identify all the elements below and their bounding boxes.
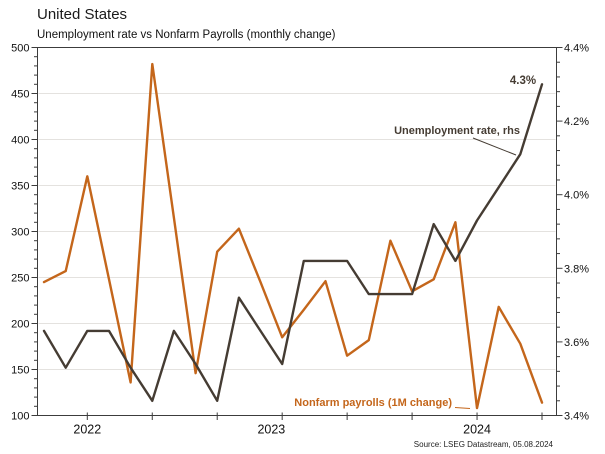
- gridlines: [38, 93, 556, 370]
- y-axis-tick-label-right: 3.8%: [564, 263, 589, 275]
- y-axis-tick-label-left: 400: [11, 135, 29, 147]
- y-axis-tick-label-right: 4.0%: [564, 190, 589, 202]
- y-axis-tick-label-left: 200: [11, 319, 29, 331]
- chart-subtitle: Unemployment rate vs Nonfarm Payrolls (m…: [37, 29, 336, 41]
- y-axis-tick-label-left: 100: [11, 411, 29, 423]
- unemployment-label-leader-line: [472, 137, 517, 156]
- y-axis-ticks-right: [556, 47, 563, 416]
- y-axis-ticks-left: [31, 47, 38, 416]
- x-axis-year-label: 2024: [463, 423, 491, 437]
- y-axis-tick-label-right: 4.4%: [564, 43, 589, 55]
- page-title: United States: [37, 6, 127, 23]
- last-value-annotation: 4.3%: [510, 75, 536, 87]
- nonfarm-series-label: Nonfarm payrolls (1M change): [294, 397, 452, 409]
- x-axis-year-label: 2023: [257, 423, 285, 437]
- x-axis-year-label: 2022: [73, 423, 101, 437]
- y-axis-tick-label-left: 300: [11, 227, 29, 239]
- unemployment-series-label: Unemployment rate, rhs: [394, 125, 520, 137]
- y-axis-labels-left: 500 450 400 350 300 250 200 150 100: [11, 43, 29, 423]
- y-axis-labels-right: 4.4% 4.2% 4.0% 3.8% 3.6% 3.4%: [564, 43, 589, 423]
- y-axis-tick-label-right: 3.4%: [564, 411, 589, 423]
- y-axis-tick-label-left: 450: [11, 89, 29, 101]
- y-axis-tick-label-right: 4.2%: [564, 116, 589, 128]
- y-axis-tick-label-left: 500: [11, 43, 29, 55]
- x-axis-year-labels: 2022 2023 2024: [73, 423, 491, 437]
- source-note: Source: LSEG Datastream, 05.08.2024: [414, 440, 554, 449]
- y-axis-tick-label-right: 3.6%: [564, 337, 589, 349]
- x-axis-ticks: [86, 412, 543, 420]
- y-axis-tick-label-left: 350: [11, 181, 29, 193]
- unemployment-rate-line: [42, 83, 544, 402]
- nonfarm-label-leader-line: [454, 407, 471, 409]
- y-axis-tick-label-left: 250: [11, 273, 29, 285]
- y-axis-tick-label-left: 150: [11, 365, 29, 377]
